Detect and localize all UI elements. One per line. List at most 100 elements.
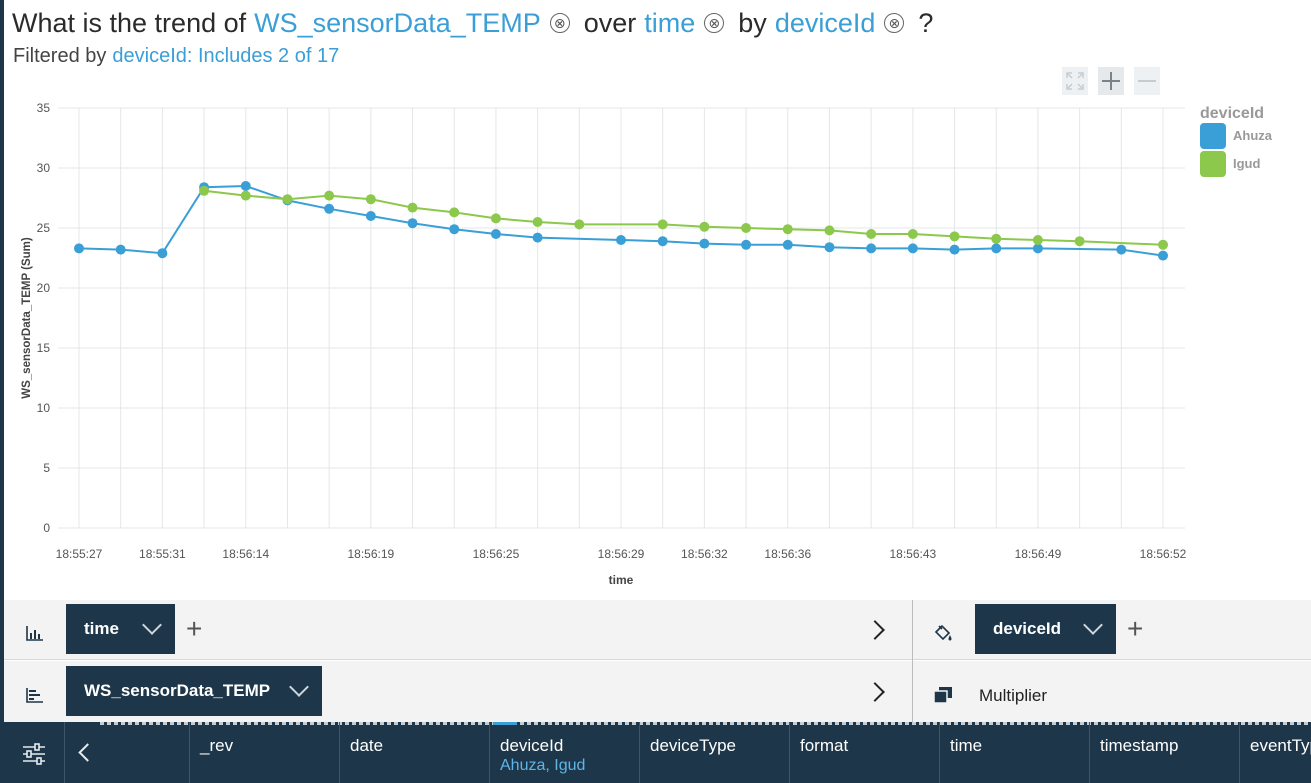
chevron-down-icon[interactable] bbox=[289, 677, 309, 697]
legend-label[interactable]: Ahuza bbox=[1233, 128, 1273, 143]
column-name: time bbox=[950, 736, 983, 755]
data-point[interactable] bbox=[866, 229, 877, 239]
data-point[interactable] bbox=[949, 244, 960, 255]
line-chart[interactable]: 0 5 10 15 20 25 30 35 18:55:27 18:55:31 18:56:14 18… bbox=[0, 95, 1311, 600]
column-name: deviceId bbox=[500, 736, 564, 755]
data-point[interactable] bbox=[991, 233, 1002, 244]
data-point[interactable] bbox=[490, 213, 501, 224]
data-point[interactable] bbox=[616, 235, 626, 245]
data-point[interactable] bbox=[282, 194, 293, 205]
zoom-controls bbox=[1062, 67, 1160, 95]
data-point[interactable] bbox=[741, 239, 752, 250]
data-point[interactable] bbox=[824, 225, 835, 236]
chevron-down-icon[interactable] bbox=[1083, 615, 1103, 635]
data-point[interactable] bbox=[365, 194, 376, 205]
data-point[interactable] bbox=[907, 229, 918, 239]
data-point[interactable] bbox=[365, 211, 376, 221]
column-name: eventType bbox=[1250, 736, 1311, 755]
plus-icon[interactable] bbox=[1098, 67, 1124, 95]
y-tick-label: 20 bbox=[37, 281, 51, 295]
x-tick-label: 18:55:27 bbox=[56, 547, 103, 561]
data-point[interactable] bbox=[199, 185, 210, 196]
measure-token[interactable]: WS_sensorData_TEMP bbox=[254, 7, 541, 38]
y-tick-label: 15 bbox=[37, 341, 51, 355]
horizontal-bar-icon bbox=[25, 685, 45, 705]
data-point[interactable] bbox=[699, 238, 710, 249]
data-point[interactable] bbox=[1032, 235, 1043, 245]
y-tick-label: 5 bbox=[43, 461, 50, 475]
data-point[interactable] bbox=[699, 221, 710, 232]
legend-label[interactable]: Igud bbox=[1233, 156, 1260, 171]
data-point[interactable] bbox=[240, 190, 251, 201]
chevron-down-icon[interactable] bbox=[142, 615, 162, 635]
data-point[interactable] bbox=[1158, 239, 1168, 250]
data-point[interactable] bbox=[74, 243, 84, 254]
add-color-icon[interactable]: + bbox=[1127, 613, 1144, 644]
tray-selected-marker bbox=[493, 722, 517, 725]
column-header[interactable]: format bbox=[789, 722, 939, 783]
column-header[interactable]: time bbox=[939, 722, 1089, 783]
data-point[interactable] bbox=[782, 224, 793, 235]
column-header[interactable]: deviceType bbox=[639, 722, 789, 783]
data-point[interactable] bbox=[449, 224, 460, 235]
data-point[interactable] bbox=[407, 218, 418, 229]
data-point[interactable] bbox=[449, 207, 460, 218]
legend-swatch[interactable] bbox=[1200, 151, 1226, 177]
question-suffix: ? bbox=[918, 7, 934, 38]
y-axis-pill[interactable]: WS_sensorData_TEMP bbox=[66, 666, 322, 716]
data-point[interactable] bbox=[532, 232, 543, 243]
data-point[interactable] bbox=[866, 243, 877, 254]
column-header[interactable]: date bbox=[339, 722, 489, 783]
y-axis-title: WS_sensorData_TEMP (Sum) bbox=[21, 237, 33, 399]
multiplier-label[interactable]: Multiplier bbox=[979, 686, 1048, 705]
data-point[interactable] bbox=[115, 244, 126, 255]
bar-chart-icon bbox=[25, 623, 45, 643]
data-point[interactable] bbox=[741, 223, 752, 233]
data-point[interactable] bbox=[490, 229, 501, 239]
fit-screen-icon[interactable] bbox=[1062, 67, 1088, 95]
column-header[interactable]: _rev bbox=[189, 722, 339, 783]
column-name: timestamp bbox=[1100, 736, 1179, 755]
data-point[interactable] bbox=[991, 243, 1002, 254]
chevron-left-icon[interactable] bbox=[64, 722, 189, 783]
shelf-divider bbox=[912, 600, 913, 722]
data-point[interactable] bbox=[1116, 244, 1127, 255]
x-axis-pill[interactable]: time bbox=[66, 604, 175, 654]
minus-icon[interactable] bbox=[1134, 67, 1160, 95]
data-point[interactable] bbox=[407, 202, 418, 213]
data-point[interactable] bbox=[1074, 236, 1085, 247]
data-point[interactable] bbox=[157, 248, 168, 259]
data-point[interactable] bbox=[657, 236, 668, 247]
y-tick-label: 30 bbox=[37, 161, 51, 175]
legend-swatch[interactable] bbox=[1200, 123, 1226, 149]
column-header[interactable]: deviceId Ahuza, Igud bbox=[489, 722, 639, 783]
tray-drag-handle[interactable] bbox=[100, 722, 1311, 725]
data-point[interactable] bbox=[532, 217, 543, 227]
column-header[interactable]: eventType bbox=[1239, 722, 1311, 783]
data-point[interactable] bbox=[782, 239, 793, 250]
data-point[interactable] bbox=[574, 219, 585, 230]
data-point[interactable] bbox=[324, 190, 335, 201]
color-pill[interactable]: deviceId bbox=[975, 604, 1116, 654]
data-point[interactable] bbox=[949, 231, 960, 242]
remove-group-icon[interactable]: ⊗ bbox=[884, 13, 905, 33]
data-point[interactable] bbox=[240, 181, 251, 191]
data-point[interactable] bbox=[1158, 250, 1168, 261]
column-header[interactable]: timestamp bbox=[1089, 722, 1239, 783]
axis-token[interactable]: time bbox=[644, 7, 696, 38]
multiplier-shelf bbox=[913, 661, 1311, 722]
data-point[interactable] bbox=[907, 243, 918, 254]
group-token[interactable]: deviceId bbox=[774, 7, 876, 38]
remove-measure-icon[interactable]: ⊗ bbox=[549, 13, 570, 33]
add-x-axis-icon[interactable]: + bbox=[186, 613, 203, 644]
sliders-icon[interactable] bbox=[20, 742, 48, 766]
column-filter-summary: Ahuza, Igud bbox=[500, 757, 586, 774]
data-point[interactable] bbox=[824, 242, 835, 253]
data-point[interactable] bbox=[1032, 243, 1043, 254]
column-name: _rev bbox=[200, 736, 234, 755]
x-tick-label: 18:56:49 bbox=[1015, 547, 1062, 561]
filter-value-link[interactable]: deviceId: Includes 2 of 17 bbox=[112, 45, 340, 67]
remove-axis-icon[interactable]: ⊗ bbox=[704, 13, 725, 33]
data-point[interactable] bbox=[657, 219, 668, 230]
data-point[interactable] bbox=[324, 203, 335, 214]
